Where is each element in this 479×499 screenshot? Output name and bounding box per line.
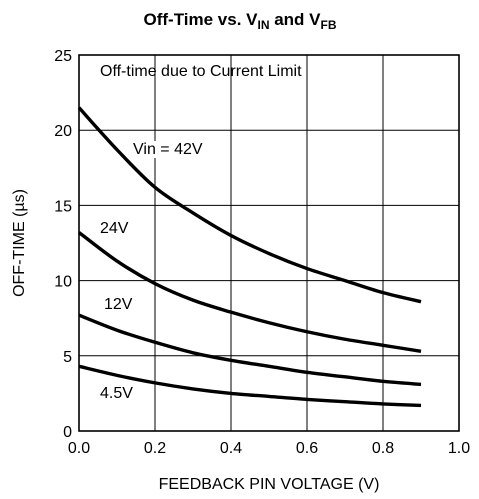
- series-label-background: [98, 220, 131, 237]
- y-tick-label: 5: [63, 349, 72, 366]
- chart-title: Off-Time vs. VIN and VFB: [143, 10, 336, 32]
- series-line-0: [77, 106, 422, 304]
- grid: [78, 54, 460, 432]
- x-tick-label: 0.4: [220, 440, 242, 457]
- y-tick-label: 20: [54, 123, 72, 140]
- tick-labels: 0.0 0.2 0.4 0.6 0.8 1.0 0 5 10 15 20 25: [54, 48, 470, 457]
- series-line-2: [78, 313, 422, 387]
- series-label-background: [102, 296, 135, 313]
- x-axis-label: FEEDBACK PIN VOLTAGE (V): [159, 476, 380, 493]
- x-tick-label: 1.0: [448, 440, 470, 457]
- y-axis-label: OFF-TIME (µs): [11, 189, 28, 297]
- chart-title-prefix: Off-Time vs. V: [143, 10, 258, 29]
- x-tick-label: 0.6: [296, 440, 318, 457]
- current-limit-annotation: Off-time due to Current Limit: [100, 63, 302, 80]
- series-label-1: 24V: [100, 220, 129, 237]
- x-tick-label: 0.2: [144, 440, 166, 457]
- series-label-0: Vin = 42V: [133, 141, 203, 158]
- y-tick-label: 0: [63, 424, 72, 441]
- plot-frame: [78, 54, 460, 432]
- y-tick-label: 15: [54, 198, 72, 215]
- series-label-background: [131, 141, 205, 158]
- x-tick-label: 0.8: [372, 440, 394, 457]
- series-label-3: 4.5V: [100, 385, 133, 402]
- series-line-1: [77, 231, 422, 353]
- chart-title-middle: and V: [269, 10, 321, 29]
- series-label-background: [98, 385, 136, 402]
- chart-title-sub-in: IN: [257, 18, 269, 32]
- chart-title-sub-fb: FB: [321, 18, 337, 32]
- y-tick-label: 10: [54, 274, 72, 291]
- y-tick-label: 25: [54, 48, 72, 65]
- series-labels: Vin = 42V 24V 12V 4.5V: [98, 141, 205, 402]
- series-curves: [77, 106, 422, 408]
- series-line-3: [78, 364, 422, 408]
- series-label-2: 12V: [104, 296, 133, 313]
- x-tick-label: 0.0: [68, 440, 90, 457]
